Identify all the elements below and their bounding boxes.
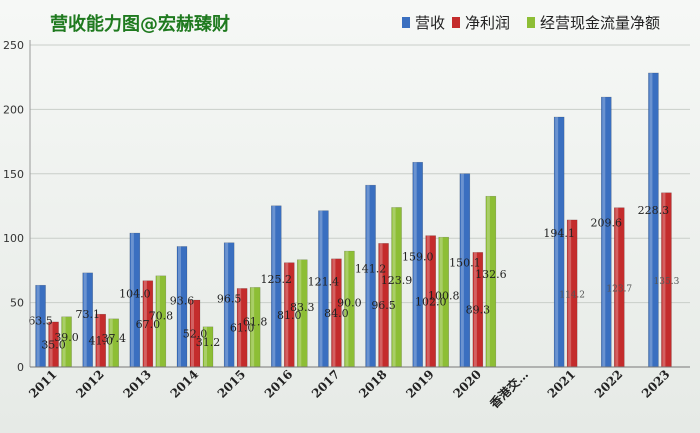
data-label: 209.6 <box>591 217 623 230</box>
bar-highlight <box>36 285 40 367</box>
data-label: 63.5 <box>28 314 53 327</box>
data-label: 228.3 <box>638 204 670 217</box>
bar-highlight <box>486 196 490 367</box>
bar-highlight <box>143 280 147 367</box>
bar-highlight <box>285 262 289 367</box>
bar-highlight <box>62 316 66 367</box>
bar-highlight <box>345 251 349 367</box>
y-tick-label: 100 <box>3 232 24 245</box>
legend-label-1: 净利润 <box>465 14 510 32</box>
bar-highlight <box>615 207 619 367</box>
bar-highlight <box>319 210 323 367</box>
bar-highlight <box>251 287 255 367</box>
data-label: 39.0 <box>54 331 79 344</box>
bar-highlight <box>379 243 383 367</box>
bar-highlight <box>156 275 160 367</box>
y-tick-label: 200 <box>3 103 24 116</box>
bar-highlight <box>460 173 464 367</box>
data-labels: 63.5 73.1 104.0 93.6 96.5 125.2 121.4 141.2 159.… <box>28 204 679 351</box>
bar-highlight <box>426 235 430 367</box>
bar-highlight <box>49 321 53 367</box>
bar-highlight <box>83 272 87 367</box>
data-label: 61.0 <box>230 322 255 335</box>
y-tick-label: 150 <box>3 168 24 181</box>
data-label: 135.3 <box>654 277 680 287</box>
legend-swatch-2 <box>527 17 535 28</box>
data-label: 81.0 <box>277 309 302 322</box>
bar-highlight <box>238 288 242 367</box>
bar-highlight <box>272 205 276 367</box>
bar-highlight <box>473 252 477 367</box>
data-label: 84.0 <box>324 307 349 320</box>
data-label: 93.6 <box>170 294 195 307</box>
legend: 营收 净利润 经营现金流量净额 <box>402 14 660 32</box>
legend-swatch-1 <box>452 17 460 28</box>
bar-highlight <box>130 233 134 367</box>
bar-highlight <box>568 219 572 367</box>
data-label: 67.0 <box>136 318 161 331</box>
data-label: 70.8 <box>149 310 174 323</box>
data-label: 96.5 <box>217 292 242 305</box>
bar-highlight <box>204 326 207 367</box>
data-label: 31.2 <box>196 336 221 349</box>
data-label: 90.0 <box>337 297 362 310</box>
data-label: 83.3 <box>290 301 315 314</box>
y-tick-label: 250 <box>3 39 24 52</box>
bar-highlight <box>649 72 653 368</box>
bar-highlight <box>225 242 229 367</box>
bar-highlight <box>555 116 559 367</box>
chart-title: 营收能力图@宏赫臻财 <box>50 13 230 35</box>
legend-label-0: 营收 <box>415 14 445 32</box>
legend-swatch-0 <box>402 17 410 28</box>
bar-highlight <box>602 97 606 367</box>
bar-highlight <box>178 246 181 367</box>
bars <box>35 72 672 368</box>
data-label: 125.2 <box>261 273 293 286</box>
bar-highlight <box>298 259 302 367</box>
bar-highlight <box>392 207 396 367</box>
data-label: 150.1 <box>449 256 481 269</box>
data-label: 194.1 <box>543 227 575 240</box>
y-tick-label: 0 <box>17 361 24 374</box>
data-label: 89.3 <box>466 304 491 317</box>
data-label: 123.9 <box>381 274 413 287</box>
data-label: 123.7 <box>606 284 632 294</box>
data-label: 104.0 <box>119 287 151 300</box>
bar-highlight <box>109 318 113 367</box>
bar-highlight <box>96 314 100 367</box>
bar-highlight <box>439 237 443 367</box>
bar-highlight <box>662 192 666 367</box>
y-tick-label: 50 <box>10 297 24 310</box>
data-label: 159.0 <box>402 251 434 264</box>
data-label: 100.8 <box>428 289 460 302</box>
bar-highlight <box>332 258 336 367</box>
data-label: 35.0 <box>41 338 66 351</box>
data-label: 73.1 <box>75 308 100 321</box>
data-label: 141.2 <box>355 262 387 275</box>
data-label: 114.2 <box>559 290 585 300</box>
data-label: 41.0 <box>88 335 113 348</box>
data-label: 37.4 <box>101 332 126 345</box>
bar-highlight <box>413 162 417 367</box>
legend-label-2: 经营现金流量净额 <box>540 14 660 32</box>
data-label: 102.0 <box>415 295 447 308</box>
data-label: 121.4 <box>308 276 340 289</box>
bar-highlight <box>191 300 194 367</box>
data-label: 61.8 <box>243 316 268 329</box>
data-label: 132.6 <box>475 268 507 281</box>
bar-highlight <box>366 185 370 367</box>
data-label: 52.0 <box>183 328 208 341</box>
data-label: 96.5 <box>371 299 396 312</box>
